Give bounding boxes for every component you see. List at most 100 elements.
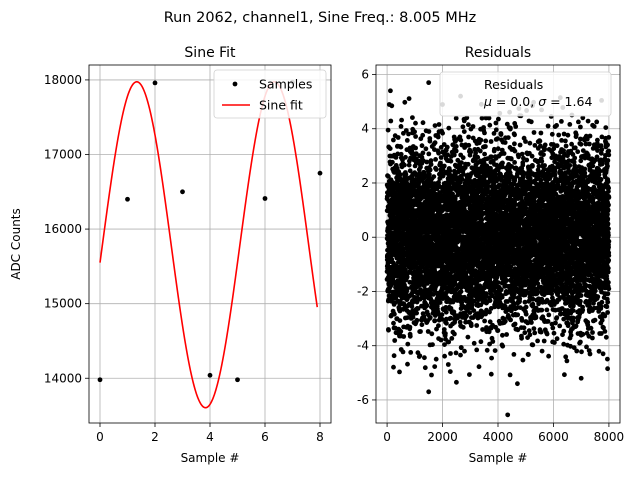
residual-point xyxy=(446,125,452,131)
residual-point xyxy=(405,341,411,347)
residual-point xyxy=(512,160,517,165)
residual-point xyxy=(444,320,449,326)
sample-point xyxy=(125,196,130,202)
residual-point xyxy=(492,348,498,353)
residual-point xyxy=(414,317,420,323)
sample-point xyxy=(152,80,158,86)
plot-area xyxy=(384,80,612,418)
residual-point xyxy=(483,138,489,144)
residual-point xyxy=(391,353,397,359)
axes-frame xyxy=(88,64,332,424)
residual-point xyxy=(495,328,501,333)
x-tick-label: 2 xyxy=(151,430,159,444)
residual-point xyxy=(466,142,472,148)
residual-point xyxy=(397,369,402,375)
x-tick-label: 0 xyxy=(96,430,104,444)
residual-point xyxy=(389,256,395,262)
residual-point xyxy=(406,162,412,168)
residual-point xyxy=(433,167,439,172)
residual-point xyxy=(412,129,417,135)
residual-point xyxy=(402,162,407,168)
residual-point xyxy=(397,318,403,323)
residual-point xyxy=(403,128,409,133)
x-tick-label: 8000 xyxy=(594,430,625,444)
residual-point xyxy=(483,144,488,149)
residual-point xyxy=(407,324,413,330)
residual-point xyxy=(493,127,499,133)
residual-point xyxy=(470,124,476,129)
x-axis-label: Sample # xyxy=(181,451,240,465)
residual-point xyxy=(432,318,438,323)
residual-point xyxy=(500,343,506,349)
residual-point xyxy=(447,168,453,174)
residual-point xyxy=(418,269,424,275)
residual-point xyxy=(444,144,450,150)
residual-point xyxy=(486,115,492,121)
axes-title: Sine Fit xyxy=(184,45,236,61)
residual-point xyxy=(399,117,404,123)
residual-point xyxy=(426,151,432,157)
residual-point xyxy=(420,158,426,164)
figure-suptitle: Run 2062, channel1, Sine Freq.: 8.005 MH… xyxy=(164,10,477,26)
residual-point xyxy=(432,140,438,146)
residual-point xyxy=(441,163,447,169)
residual-point xyxy=(413,134,418,139)
residual-point xyxy=(407,333,413,339)
residual-point xyxy=(487,122,493,128)
residual-point xyxy=(429,372,434,378)
residual-point xyxy=(515,312,521,318)
residual-point xyxy=(414,310,419,316)
residual-point xyxy=(442,353,447,359)
residual-point xyxy=(507,372,513,378)
residual-point xyxy=(404,138,410,143)
residual-point xyxy=(405,361,410,367)
residual-point xyxy=(428,158,434,164)
residual-point xyxy=(447,369,453,374)
residual-point xyxy=(417,353,423,359)
residual-point xyxy=(453,148,459,154)
sine-fit-line xyxy=(99,80,319,409)
residual-point xyxy=(409,304,415,309)
residual-point xyxy=(466,122,471,128)
residual-point xyxy=(424,159,430,165)
residual-point xyxy=(412,177,418,183)
residual-point xyxy=(496,116,501,122)
residual-point xyxy=(432,364,438,369)
residual-point xyxy=(453,144,459,149)
residual-point xyxy=(504,278,509,283)
residual-point xyxy=(418,164,423,170)
y-tick-label: 15000 xyxy=(44,297,82,311)
y-tick-label: 16000 xyxy=(44,222,82,236)
residual-point xyxy=(398,172,403,178)
residual-point xyxy=(427,172,432,177)
residual-point xyxy=(452,196,458,202)
residual-point xyxy=(418,329,423,334)
residual-point xyxy=(438,337,444,343)
residual-point xyxy=(508,317,513,323)
residual-point xyxy=(477,148,483,154)
residual-point xyxy=(430,342,435,347)
sample-point xyxy=(317,170,323,176)
x-tick-label: 8 xyxy=(316,430,324,444)
residual-point xyxy=(406,131,411,137)
residual-point xyxy=(427,315,433,320)
residual-point xyxy=(495,146,501,152)
y-tick-label: -2 xyxy=(357,284,369,298)
residual-point xyxy=(448,351,453,356)
residual-point xyxy=(513,124,519,129)
residual-point xyxy=(431,174,437,180)
residual-point xyxy=(405,315,410,320)
sample-point xyxy=(97,377,103,383)
residual-point xyxy=(488,139,494,144)
grid xyxy=(89,65,331,423)
residual-point xyxy=(435,134,441,140)
residual-point xyxy=(490,339,496,344)
residual-point xyxy=(498,287,504,293)
residual-point xyxy=(398,151,404,157)
residual-point xyxy=(465,161,471,167)
x-tick-label: 2000 xyxy=(427,430,458,444)
residual-point xyxy=(425,329,431,334)
residual-point xyxy=(452,331,457,337)
